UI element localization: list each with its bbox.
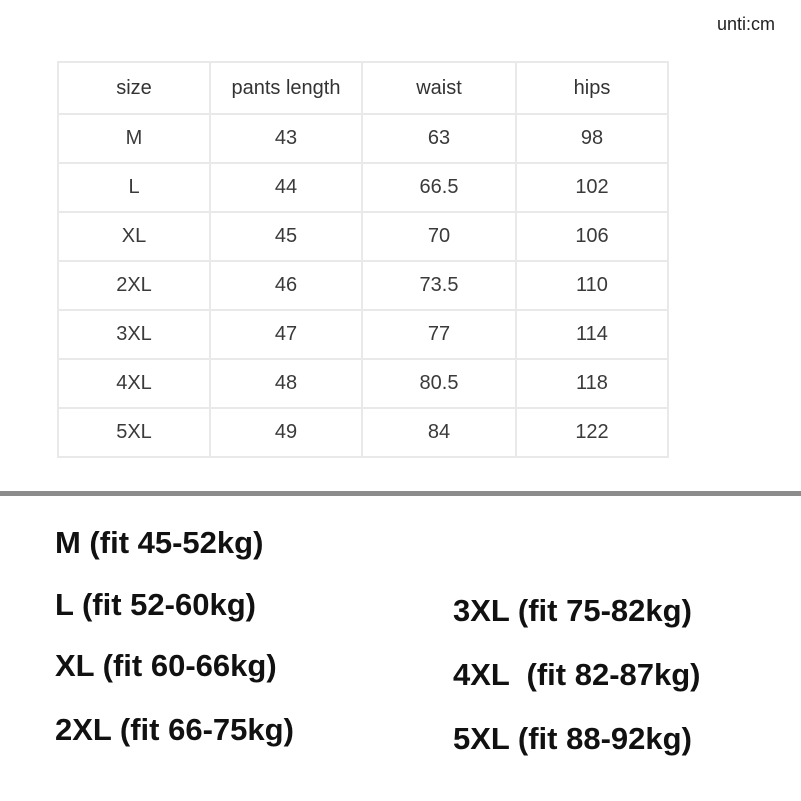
header-size: size	[57, 61, 211, 115]
header-pants-length: pants length	[209, 61, 363, 115]
cell: 44	[209, 162, 363, 213]
table-row: XL 45 70 106	[57, 211, 669, 262]
cell: 3XL	[57, 309, 211, 360]
table-row: 4XL 48 80.5 118	[57, 358, 669, 409]
cell: 48	[209, 358, 363, 409]
cell: 98	[515, 113, 669, 164]
cell: 114	[515, 309, 669, 360]
cell: 84	[361, 407, 517, 458]
fit-xl: XL (fit 60-66kg)	[55, 648, 277, 683]
cell: 4XL	[57, 358, 211, 409]
cell: 110	[515, 260, 669, 311]
size-table: size pants length waist hips M 43 63 98 L 44…	[57, 61, 669, 458]
table-row: L 44 66.5 102	[57, 162, 669, 213]
cell: L	[57, 162, 211, 213]
unit-label: unti:cm	[716, 14, 775, 34]
table-row: 5XL 49 84 122	[57, 407, 669, 458]
cell: 102	[515, 162, 669, 213]
cell: 2XL	[57, 260, 211, 311]
cell: 106	[515, 211, 669, 262]
header-hips: hips	[515, 61, 669, 115]
table-row: 3XL 47 77 114	[57, 309, 669, 360]
header-waist: waist	[361, 61, 517, 115]
cell: 63	[361, 113, 517, 164]
cell: 80.5	[361, 358, 517, 409]
cell: 118	[515, 358, 669, 409]
fit-4xl: 4XL (fit 82-87kg)	[453, 657, 701, 692]
fit-2xl: 2XL (fit 66-75kg)	[55, 712, 294, 747]
cell: 43	[209, 113, 363, 164]
fit-3xl: 3XL (fit 75-82kg)	[453, 593, 692, 628]
cell: 122	[515, 407, 669, 458]
cell: M	[57, 113, 211, 164]
divider	[0, 491, 801, 496]
cell: 46	[209, 260, 363, 311]
fit-l: L (fit 52-60kg)	[55, 587, 256, 622]
cell: 70	[361, 211, 517, 262]
cell: 66.5	[361, 162, 517, 213]
cell: 47	[209, 309, 363, 360]
table-row: 2XL 46 73.5 110	[57, 260, 669, 311]
fit-m: M (fit 45-52kg)	[55, 525, 264, 560]
cell: 77	[361, 309, 517, 360]
cell: 73.5	[361, 260, 517, 311]
cell: 49	[209, 407, 363, 458]
cell: XL	[57, 211, 211, 262]
cell: 45	[209, 211, 363, 262]
table-header-row: size pants length waist hips	[57, 61, 669, 115]
cell: 5XL	[57, 407, 211, 458]
table-row: M 43 63 98	[57, 113, 669, 164]
fit-5xl: 5XL (fit 88-92kg)	[453, 721, 692, 756]
